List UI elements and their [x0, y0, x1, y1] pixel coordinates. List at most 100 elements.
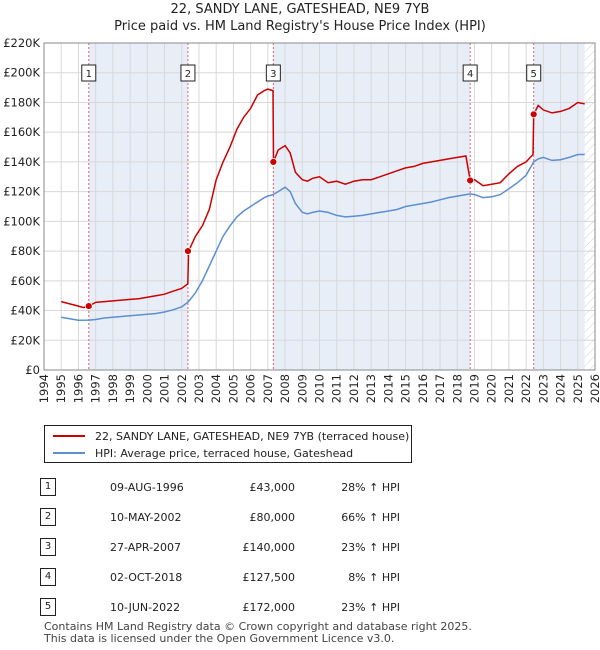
- table-row: 5 10-JUN-2022 £172,000 23% ↑ HPI: [40, 592, 400, 622]
- sale-marker-box: [265, 64, 281, 82]
- sale-price-cell: £140,000: [210, 532, 296, 562]
- sale-date-cell: 27-APR-2007: [110, 532, 210, 562]
- x-tick-label: 2012: [347, 374, 361, 403]
- legend-swatch-property: [53, 435, 85, 437]
- x-tick-label: 1994: [37, 374, 51, 403]
- shaded-band: [88, 43, 188, 370]
- x-tick-label: 1997: [89, 374, 103, 403]
- x-tick-label: 2015: [399, 374, 413, 403]
- y-tick-label: £40K: [11, 304, 41, 318]
- x-tick-label: 2023: [536, 374, 550, 403]
- sale-number-badge-cell: 4: [40, 562, 110, 592]
- sale-price: £80,000: [249, 510, 296, 524]
- sale-date: 10-JUN-2022: [110, 600, 181, 614]
- plot-frame: [43, 42, 596, 371]
- sale-hpi-change-cell: 66% ↑ HPI: [295, 502, 400, 532]
- table-row: 3 27-APR-2007 £140,000 23% ↑ HPI: [40, 532, 400, 562]
- x-tick-label: 2013: [364, 374, 378, 403]
- x-tick-label: 2004: [209, 374, 223, 403]
- x-tick-label: 2001: [158, 374, 172, 403]
- sale-hpi-change: 23% ↑ HPI: [341, 540, 400, 554]
- chart-subtitle: Price paid vs. HM Land Registry's House …: [114, 19, 486, 34]
- future-hatch: [584, 43, 595, 370]
- sale-marker-label: 4: [467, 69, 473, 80]
- sale-date-cell: 02-OCT-2018: [110, 562, 210, 592]
- property-price-line: [61, 88, 585, 309]
- x-tick-label: 1999: [123, 374, 137, 403]
- y-tick-label: £80K: [11, 244, 41, 258]
- chart-legend: 22, SANDY LANE, GATESHEAD, NE9 7YB (terr…: [44, 425, 412, 463]
- y-tick-label: £220K: [3, 36, 40, 50]
- x-tick-label: 1998: [106, 374, 120, 403]
- chart-title: 22, SANDY LANE, GATESHEAD, NE9 7YB: [170, 2, 430, 17]
- hpi-line: [61, 153, 585, 321]
- sale-date-cell: 10-JUN-2022: [110, 592, 210, 622]
- sale-marker-label: 1: [86, 69, 92, 80]
- x-tick-label: 2021: [502, 374, 516, 403]
- sale-marker-box: [462, 64, 478, 82]
- x-tick-label: 2008: [278, 374, 292, 403]
- sale-number-badge: 4: [40, 568, 56, 586]
- sale-price: £172,000: [242, 600, 296, 614]
- legend-label-property: 22, SANDY LANE, GATESHEAD, NE9 7YB (terr…: [95, 429, 410, 443]
- x-tick-label: 2002: [175, 374, 189, 403]
- sale-number-badge: 3: [40, 538, 56, 556]
- x-tick-label: 2003: [192, 374, 206, 403]
- sale-number-badge: 1: [40, 478, 56, 496]
- sale-number-badge-cell: 5: [40, 592, 110, 622]
- sale-date: 02-OCT-2018: [110, 570, 183, 584]
- x-tick-label: 2026: [588, 374, 600, 403]
- sale-price: £43,000: [249, 480, 296, 494]
- y-tick-label: £160K: [3, 125, 40, 139]
- table-row: 1 09-AUG-1996 £43,000 28% ↑ HPI: [40, 472, 400, 502]
- sale-date-cell: 09-AUG-1996: [110, 472, 210, 502]
- x-tick-label: 2005: [226, 374, 240, 403]
- sale-number-badge-cell: 3: [40, 532, 110, 562]
- x-tick-label: 2017: [433, 374, 447, 403]
- x-tick-label: 2011: [330, 374, 344, 403]
- legend-label-hpi: HPI: Average price, terraced house, Gate…: [95, 446, 354, 460]
- sale-price: £140,000: [242, 540, 296, 554]
- sale-date: 09-AUG-1996: [110, 480, 184, 494]
- sale-hpi-change: 28% ↑ HPI: [341, 480, 400, 494]
- sale-point: [269, 158, 278, 166]
- sale-date-cell: 10-MAY-2002: [110, 502, 210, 532]
- x-tick-label: 2009: [295, 374, 309, 403]
- sale-marker-box: [180, 64, 196, 82]
- sale-hpi-change-cell: 23% ↑ HPI: [295, 592, 400, 622]
- sale-date: 27-APR-2007: [110, 540, 182, 554]
- sale-hpi-change-cell: 28% ↑ HPI: [295, 472, 400, 502]
- sale-marker-label: 5: [531, 69, 537, 80]
- sale-hpi-change: 8% ↑ HPI: [348, 570, 400, 584]
- sale-number-badge-cell: 2: [40, 502, 110, 532]
- x-tick-label: 2025: [571, 374, 585, 403]
- sale-price: £127,500: [242, 570, 296, 584]
- y-tick-label: £20K: [11, 333, 41, 347]
- y-tick-label: £140K: [3, 155, 40, 169]
- sale-price-cell: £172,000: [210, 592, 296, 622]
- sale-point: [84, 302, 93, 310]
- x-tick-label: 2019: [467, 374, 481, 403]
- sale-price-cell: £80,000: [210, 502, 296, 532]
- sale-point: [466, 176, 475, 185]
- x-tick-label: 2000: [140, 374, 154, 403]
- legend-swatch-hpi: [53, 452, 85, 454]
- sale-marker-box: [526, 64, 542, 82]
- sale-number-badge: 2: [40, 508, 56, 526]
- y-tick-label: £180K: [3, 95, 40, 109]
- legend-item-property: 22, SANDY LANE, GATESHEAD, NE9 7YB (terr…: [53, 428, 409, 444]
- y-tick-label: £0: [25, 363, 40, 377]
- sale-hpi-change-cell: 23% ↑ HPI: [295, 532, 400, 562]
- y-tick-label: £120K: [3, 185, 40, 199]
- shaded-band: [273, 43, 471, 370]
- price-chart: 1 2 3 4 5 £0 £20K £40K £60K £80K £100K £120K £140K £1…: [3, 36, 600, 403]
- x-tick-label: 2016: [416, 374, 430, 403]
- sale-point: [184, 247, 192, 255]
- sale-marker-label: 3: [270, 69, 276, 80]
- x-tick-label: 2006: [244, 374, 258, 403]
- sale-price-cell: £127,500: [210, 562, 296, 592]
- y-tick-label: £100K: [3, 214, 40, 228]
- footer-copyright: Contains HM Land Registry data © Crown c…: [44, 620, 472, 633]
- y-tick-label: £200K: [3, 66, 40, 80]
- x-tick-label: 2024: [554, 374, 568, 403]
